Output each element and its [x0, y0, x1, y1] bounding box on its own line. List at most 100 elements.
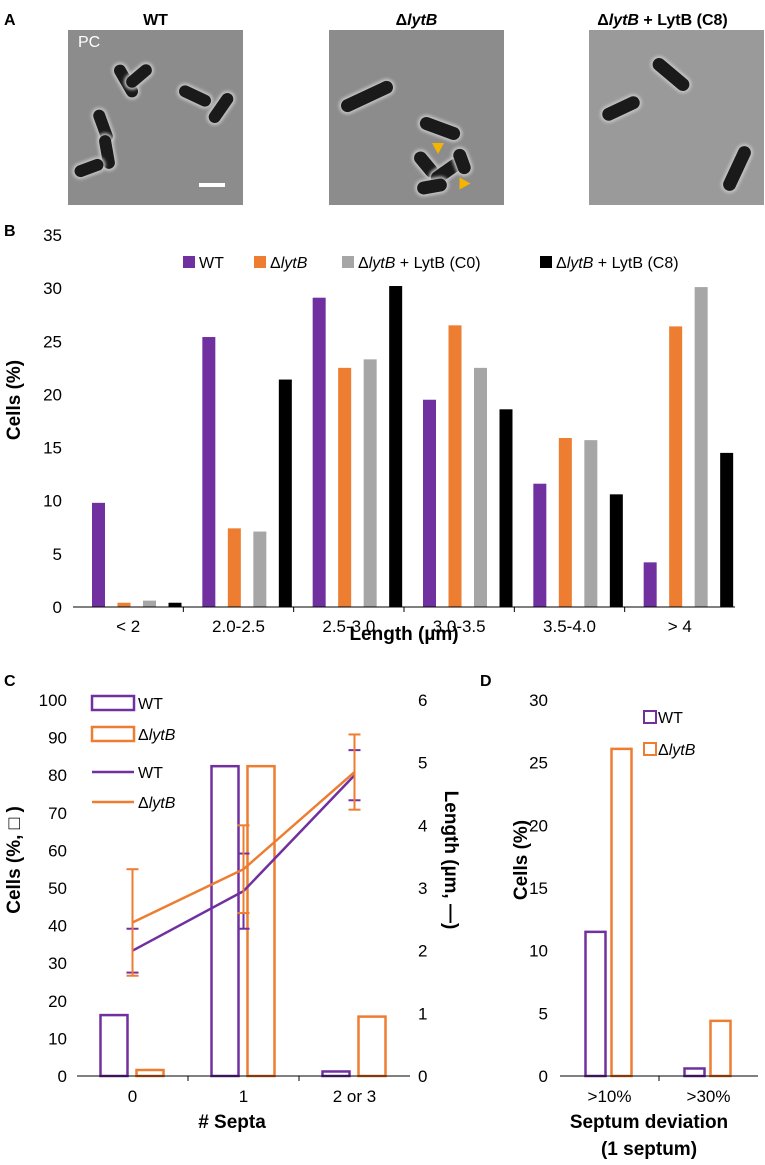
chart-d-xlabel: Septum deviation — [570, 1112, 728, 1133]
bar-1-0 — [610, 747, 633, 1078]
x-tick-label: 2.0-2.5 — [212, 617, 265, 636]
bar-0-4 — [533, 483, 547, 607]
bar-0-0 — [584, 930, 607, 1078]
legend-bar-label-lytb: ΔlytB — [138, 727, 176, 744]
bar-1-5 — [669, 326, 683, 607]
micrograph-title-wt: WT — [143, 12, 168, 29]
chart-d-legend: WT ΔlytB — [643, 710, 696, 759]
legend-swatch-wt — [643, 710, 657, 724]
y2-tick-label: 3 — [418, 879, 427, 898]
y-tick-label: 10 — [48, 1029, 67, 1048]
y-tick-label: 70 — [48, 804, 67, 823]
bar-2-1 — [253, 531, 267, 607]
bar-3-2 — [389, 286, 403, 607]
y-tick-label: 40 — [48, 917, 67, 936]
micrograph-lytb — [329, 30, 504, 205]
legend-label-lytb: ΔlytB — [270, 255, 308, 272]
legend-swatch-c0 — [342, 256, 354, 268]
legend-swatch-wt — [183, 256, 195, 268]
y-tick-label: 30 — [529, 691, 548, 710]
legend-swatch-lytb — [643, 742, 657, 756]
y-tick-label: 20 — [529, 816, 548, 835]
legend-bar-wt — [90, 694, 136, 712]
bar-3-1 — [278, 379, 292, 607]
y-tick-label: 0 — [539, 1067, 548, 1086]
legend-line-label-lytb: ΔlytB — [138, 795, 176, 812]
bar-0-1 — [202, 337, 216, 607]
bar-3-5 — [720, 452, 734, 607]
y-tick-label: 35 — [43, 226, 62, 245]
y-tick-label: 15 — [529, 879, 548, 898]
y-tick-label: 20 — [48, 992, 67, 1011]
x-tick-label: >30% — [687, 1087, 731, 1106]
septum-arrow — [432, 143, 444, 154]
scale-bar — [199, 183, 225, 187]
y-tick-label: 5 — [539, 1004, 548, 1023]
bar-0-0 — [99, 1013, 129, 1078]
x-tick-label: > 4 — [668, 617, 692, 636]
x-tick-label: 0 — [128, 1087, 137, 1106]
bar-3-4 — [609, 494, 623, 607]
panel-letter-c: C — [4, 673, 16, 690]
legend-line-label-wt: WT — [138, 765, 163, 782]
bar-1-2 — [357, 1015, 387, 1078]
chart-d-ylabel: Cells (%) — [511, 820, 532, 900]
chart-b: B Cells (%) Length (µm) 0 5 10 15 20 25 30 35 <… — [4, 223, 735, 645]
bar-3-0 — [168, 602, 182, 607]
bar-3-3 — [499, 409, 513, 607]
chart-b-legend: WT ΔlytB ΔlytB + LytB (C0) ΔlytB + LytB … — [183, 255, 679, 272]
bar-1-0 — [135, 1068, 165, 1078]
y-tick-label: 0 — [58, 1067, 67, 1086]
legend-bar-label-wt: WT — [138, 696, 163, 713]
bar-2-2 — [363, 359, 377, 607]
x-tick-label: >10% — [588, 1087, 632, 1106]
y-tick-label: 10 — [529, 942, 548, 961]
bar-1-1 — [246, 764, 276, 1078]
bar-0-2 — [312, 297, 326, 607]
y-tick-label: 10 — [43, 492, 62, 511]
panel-letter-d: D — [480, 673, 492, 690]
chart-c-y2label: Length (µm, —) — [440, 791, 461, 930]
bar-0-1 — [683, 1067, 706, 1078]
bar-0-0 — [92, 502, 105, 607]
x-tick-label: 2 or 3 — [333, 1087, 376, 1106]
chart-c-legend: WT ΔlytB WT ΔlytB — [90, 694, 176, 812]
phase-contrast-label: PC — [78, 34, 101, 51]
x-tick-label: 3.5-4.0 — [543, 617, 596, 636]
y-tick-label: 15 — [43, 439, 62, 458]
chart-d: D Cells (%) Septum deviation (1 septum) … — [480, 673, 758, 1160]
chart-b-ylabel: Cells (%) — [4, 360, 25, 440]
bar-0-1 — [210, 764, 240, 1078]
legend-label-c8: ΔlytB + LytB (C8) — [556, 255, 679, 272]
chart-c-xlabel: # Septa — [198, 1112, 266, 1133]
legend-label-lytb: ΔlytB — [658, 742, 696, 759]
y2-tick-label: 5 — [418, 754, 427, 773]
chart-c: C Cells (%, □ ) Length (µm, —) # Septa 0… — [4, 673, 461, 1133]
y-tick-label: 25 — [43, 332, 62, 351]
y-tick-label: 30 — [48, 954, 67, 973]
bar-0-3 — [423, 399, 436, 607]
bar-1-4 — [558, 438, 572, 607]
chart-c-ylabel: Cells (%, □ ) — [4, 806, 25, 914]
legend-swatch-lytb — [254, 256, 266, 268]
y-tick-label: 50 — [48, 879, 67, 898]
micrograph-title-lytb: ΔlytB — [395, 12, 438, 29]
y-tick-label: 80 — [48, 766, 67, 785]
y2-tick-label: 1 — [418, 1004, 427, 1023]
panel-letter-a: A — [4, 12, 16, 29]
y2-tick-label: 2 — [418, 942, 427, 961]
bar-2-5 — [694, 287, 708, 607]
chart-b-xlabel: Length (µm) — [349, 624, 458, 645]
y-tick-label: 60 — [48, 841, 67, 860]
y2-tick-label: 6 — [418, 691, 427, 710]
chart-d-xlabel2: (1 septum) — [601, 1139, 697, 1160]
legend-label-wt: WT — [658, 710, 683, 727]
bar-0-5 — [643, 562, 657, 607]
x-tick-label: 2.5-3.0 — [322, 617, 375, 636]
bar-0-2 — [321, 1070, 351, 1078]
bar-2-4 — [584, 440, 598, 607]
bar-1-3 — [448, 325, 462, 607]
y-tick-label: 100 — [39, 691, 67, 710]
y-tick-label: 30 — [43, 279, 62, 298]
y-tick-label: 90 — [48, 729, 67, 748]
